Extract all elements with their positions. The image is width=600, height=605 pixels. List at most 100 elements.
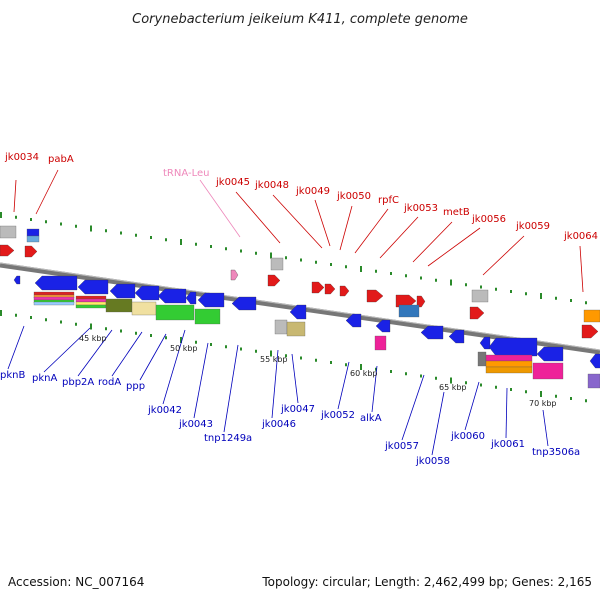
tick-dot — [345, 265, 347, 269]
tick-dot — [60, 320, 62, 324]
gene-box-green — [155, 304, 195, 321]
tick-dot — [465, 283, 467, 287]
gene-box-steel — [398, 304, 420, 318]
forward-gene-arrow — [0, 244, 15, 257]
tick-dot — [405, 372, 407, 376]
tick-dot — [135, 331, 137, 335]
scale-tick-45: 45 kbp — [79, 334, 107, 343]
tick-dot — [165, 238, 167, 242]
gene-label-forward: jk0050 — [336, 191, 371, 202]
trna-label: tRNA-Leu — [163, 168, 209, 179]
tick-dot — [315, 358, 317, 362]
forward-gene-arrow — [339, 285, 350, 297]
operon-stripe — [485, 354, 533, 362]
tick-dot — [195, 242, 197, 246]
tick-dot — [270, 350, 272, 357]
gene-box-grey — [270, 257, 284, 271]
tick-dot — [450, 377, 452, 384]
tick-dot — [405, 274, 407, 278]
tick-dot — [180, 337, 182, 343]
forward-gene-arrow — [581, 324, 599, 339]
gene-labels: jk0034 pabA jk0045 jk0048 jk0049 jk0050 rpfC jk… — [0, 152, 598, 467]
tick-dot — [180, 239, 182, 245]
tick-dot — [195, 340, 197, 344]
tick-dot — [0, 212, 2, 218]
leader-line-reverse — [223, 344, 239, 433]
tick-dot — [300, 356, 302, 360]
operon-stripe — [75, 304, 107, 309]
tick-dot — [315, 260, 317, 264]
tick-dot — [45, 220, 47, 224]
forward-gene-arrow — [24, 245, 38, 258]
forward-gene-arrow — [324, 283, 336, 295]
leader-line-forward — [13, 179, 17, 213]
tick-dot — [255, 251, 257, 255]
gene-label-reverse: jk0052 — [320, 410, 355, 421]
tick-dot — [330, 263, 332, 266]
gene-features — [0, 225, 600, 389]
tick-dot — [435, 376, 437, 380]
forward-gene-arrow — [267, 274, 281, 287]
gene-label-forward: jk0064 — [563, 231, 598, 242]
tick-dot — [90, 225, 92, 232]
tick-dot — [465, 381, 467, 385]
leader-line-trna — [199, 179, 241, 238]
tick-dot — [510, 290, 512, 293]
leader-line-reverse — [111, 331, 143, 377]
tick-dot — [240, 249, 242, 253]
tick-dot — [330, 361, 332, 364]
tick-dot — [285, 354, 287, 358]
tick-dot — [495, 287, 497, 291]
tick-dot — [15, 313, 17, 317]
gene-label-forward: pabA — [48, 154, 74, 165]
tick-dot — [570, 397, 572, 400]
gene-label-forward: rpfC — [378, 195, 399, 206]
leader-line-reverse — [271, 349, 279, 419]
tick-dot — [270, 252, 272, 259]
tick-dot — [90, 323, 92, 330]
reverse-gene-arrow — [34, 275, 78, 291]
gene-label-reverse: pknB — [0, 370, 25, 381]
gene-box-darkgrey — [477, 351, 487, 367]
gene-box-blue — [26, 228, 40, 237]
reverse-gene-arrow — [157, 288, 187, 304]
leader-line-reverse — [43, 327, 91, 373]
gene-box-olive — [105, 298, 133, 313]
tick-dot — [45, 318, 47, 322]
reverse-gene-arrow — [479, 336, 491, 350]
tick-dot — [570, 299, 572, 302]
operon-stripe — [33, 301, 75, 306]
topology-text: Topology: circular; Length: 2,462,499 bp… — [261, 575, 592, 589]
leader-line-forward — [379, 216, 419, 259]
tick-dot — [120, 231, 122, 235]
tick-dot — [360, 266, 362, 272]
reverse-gene-arrow — [77, 279, 109, 295]
reverse-gene-arrow — [420, 325, 444, 340]
tick-dot — [390, 370, 392, 373]
reverse-gene-arrow — [134, 285, 160, 301]
tick-dot — [525, 390, 527, 394]
leader-line-reverse — [542, 409, 549, 447]
leader-line-reverse — [162, 329, 186, 405]
gene-box-violet — [587, 373, 600, 389]
tick-dot — [345, 363, 347, 367]
reverse-gene-arrow — [536, 346, 564, 362]
leader-line-forward — [235, 191, 281, 244]
tick-dot — [240, 347, 242, 351]
tick-dot — [495, 385, 497, 389]
forward-gene-arrow — [366, 289, 384, 303]
tick-dot — [480, 285, 482, 289]
forward-gene-arrow — [395, 294, 417, 308]
gene-label-reverse: jk0060 — [450, 431, 485, 442]
gene-label-reverse: tnp1249a — [204, 433, 252, 444]
leader-line-reverse — [371, 365, 378, 413]
leader-line-reverse — [77, 329, 113, 377]
reverse-gene-arrow — [109, 283, 136, 299]
reverse-gene-arrow — [185, 291, 197, 305]
scale-labels: 45 kbp 50 kbp 55 kbp 60 kbp 65 kbp 70 kb… — [79, 334, 557, 408]
forward-gene-arrow — [311, 281, 325, 294]
tick-dot-tracks — [0, 212, 587, 403]
leader-line-reverse — [431, 391, 445, 456]
tick-dot — [540, 293, 542, 299]
tick-dot — [435, 278, 437, 282]
